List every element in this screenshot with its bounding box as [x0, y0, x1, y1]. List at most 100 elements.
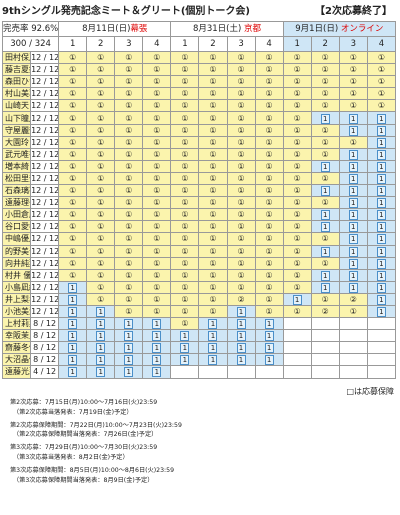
- cell-value: 1: [208, 319, 218, 329]
- sold-cell: ①: [254, 99, 284, 113]
- ratio: 12 / 12: [30, 147, 60, 161]
- guaranteed-cell: 1: [170, 341, 200, 355]
- sold-cell: ①: [338, 63, 368, 77]
- slot-label: 1: [58, 36, 88, 52]
- sold-cell: ①: [86, 87, 116, 101]
- cell-value: 1: [236, 355, 246, 365]
- sold-cell: ①: [282, 87, 312, 101]
- sold-cell: ①: [226, 75, 256, 89]
- note-line: （第3次応募保障期間当落発表：8月9日(金)予定）: [13, 476, 154, 484]
- member-name: 向井純葉: [1, 256, 32, 270]
- sold-cell: ①: [254, 304, 284, 319]
- cell-value: 1: [376, 210, 386, 220]
- sold-cell: ①: [58, 171, 88, 186]
- sold-cell: ②: [338, 292, 368, 306]
- cell-value: 1: [376, 270, 386, 281]
- sold-cell: ①: [142, 99, 172, 113]
- cell-value: 1: [68, 331, 78, 341]
- header-row: 300 / 324 1 2 3 4 1 2 3 4 1 2 3 4: [1, 36, 397, 52]
- sold-cell: ①: [226, 159, 256, 173]
- ratio: 12 / 12: [30, 63, 60, 77]
- member-name: 松田里奈: [1, 171, 32, 186]
- cell-value: 1: [68, 343, 78, 353]
- member-name: 的野美青: [1, 244, 32, 258]
- sold-cell: ①: [114, 135, 144, 149]
- sold-cell: ①: [310, 50, 340, 65]
- sold-cell: ①: [142, 220, 172, 234]
- cell-value: 1: [264, 355, 274, 365]
- sold-cell: ①: [142, 280, 172, 294]
- guaranteed-cell: 1: [142, 317, 172, 331]
- sold-cell: ①: [170, 135, 200, 149]
- sold-cell: ①: [58, 75, 88, 89]
- sold-cell: ①: [282, 220, 312, 234]
- cell-value: 1: [320, 282, 330, 293]
- sold-cell: ①: [114, 208, 144, 222]
- note-line: 第2次応募：7月15日(月)10:00〜7月16日(火)23:59: [10, 399, 158, 406]
- sold-cell: ①: [58, 232, 88, 246]
- member-name: 齋藤冬優花: [1, 341, 32, 355]
- sold-cell: ①: [170, 184, 200, 198]
- sold-cell: ①: [254, 75, 284, 89]
- guaranteed-cell: 1: [198, 341, 228, 355]
- ratio: 12 / 12: [30, 268, 60, 282]
- sold-cell: ①: [170, 208, 200, 222]
- sold-cell: ①: [170, 196, 200, 210]
- sales-table: 完売率 92.6% 8月11日(日)幕張 8月31日(土) 京都 9月1日(日) オン…: [1, 21, 397, 379]
- guaranteed-cell: 1: [338, 268, 368, 282]
- ratio: 12 / 12: [30, 75, 60, 89]
- sold-cell: ①: [366, 99, 397, 113]
- empty-cell: [226, 365, 256, 379]
- sold-cell: ①: [114, 304, 144, 319]
- sold-cell: ①: [198, 220, 228, 234]
- cell-value: 1: [348, 113, 358, 124]
- sold-cell: ①: [310, 196, 340, 210]
- sold-cell: ①: [310, 171, 340, 186]
- cell-value: 1: [320, 246, 330, 257]
- cell-value: 1: [68, 294, 78, 305]
- ratio: 12 / 12: [30, 244, 60, 258]
- guaranteed-cell: 1: [366, 220, 397, 234]
- guaranteed-cell: 1: [366, 292, 397, 306]
- legend-note: □は応募保障: [346, 387, 394, 396]
- empty-cell: [310, 365, 340, 379]
- guaranteed-cell: 1: [114, 353, 144, 367]
- sold-cell: ①: [226, 208, 256, 222]
- empty-cell: [282, 341, 312, 355]
- cell-value: 1: [152, 331, 162, 341]
- guaranteed-cell: 1: [226, 317, 256, 331]
- sold-cell: ①: [198, 111, 228, 125]
- ratio: 12 / 12: [30, 50, 60, 65]
- cell-value: 1: [124, 355, 134, 365]
- cell-value: 1: [320, 113, 330, 124]
- sold-cell: ①: [58, 159, 88, 173]
- sold-cell: ①: [142, 159, 172, 173]
- sold-cell: ①: [58, 208, 88, 222]
- sold-cell: ①: [170, 171, 200, 186]
- guaranteed-cell: 1: [226, 341, 256, 355]
- sold-cell: ①: [198, 232, 228, 246]
- cell-value: 1: [348, 161, 358, 172]
- guaranteed-cell: 1: [114, 329, 144, 343]
- member-name: 増本綺良: [1, 159, 32, 173]
- member-name: 小島凪紗: [1, 280, 32, 294]
- sold-cell: ①: [226, 63, 256, 77]
- cell-value: 1: [96, 343, 106, 353]
- sold-cell: ①: [198, 256, 228, 270]
- member-row: 幸阪茉里乃8 / 12 1 1 1 1 1 1 1 1: [1, 329, 397, 343]
- guaranteed-cell: 1: [58, 329, 88, 343]
- sold-cell: ①: [366, 87, 397, 101]
- sold-cell: ①: [282, 171, 312, 186]
- status: 【2次応募終了】: [315, 6, 392, 17]
- sold-cell: ①: [282, 244, 312, 258]
- guaranteed-cell: 1: [226, 329, 256, 343]
- guaranteed-cell: 1: [58, 353, 88, 367]
- cell-value: 1: [208, 331, 218, 341]
- sold-cell: ①: [114, 159, 144, 173]
- title-bar: 9thシングル発売記念ミート＆グリート(個別トーク会) 【2次応募終了】: [2, 3, 396, 20]
- sold-cell: ①: [254, 196, 284, 210]
